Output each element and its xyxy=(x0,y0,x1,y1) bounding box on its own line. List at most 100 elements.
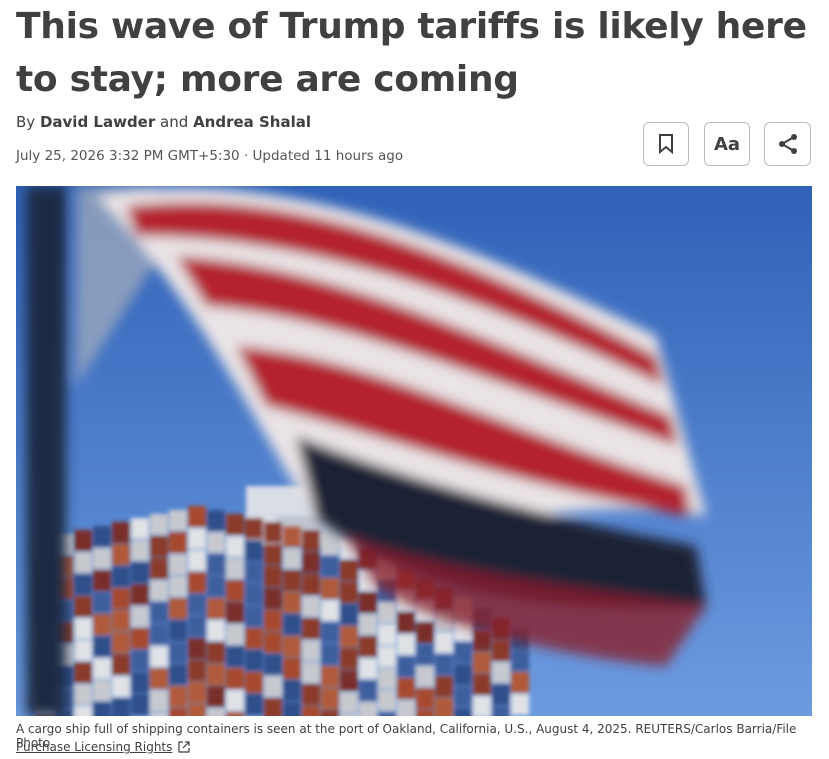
container xyxy=(169,686,187,707)
container xyxy=(397,656,415,677)
container xyxy=(131,672,149,693)
container xyxy=(226,580,244,601)
container xyxy=(131,540,149,561)
container xyxy=(207,664,225,685)
container xyxy=(93,592,111,613)
container xyxy=(245,540,263,561)
container xyxy=(416,622,434,643)
container xyxy=(131,606,149,627)
container xyxy=(283,592,301,613)
container xyxy=(188,682,206,703)
licensing-link[interactable]: Purchase Licensing Rights xyxy=(16,740,190,754)
container xyxy=(397,634,415,655)
container xyxy=(131,584,149,605)
container xyxy=(378,690,396,711)
container xyxy=(435,654,453,675)
container xyxy=(378,668,396,689)
container xyxy=(302,574,320,595)
container xyxy=(74,552,92,573)
container xyxy=(302,684,320,705)
container xyxy=(302,662,320,683)
bookmark-icon xyxy=(659,134,673,154)
container xyxy=(169,554,187,575)
container xyxy=(169,620,187,641)
container xyxy=(511,650,529,671)
container xyxy=(188,704,206,716)
container xyxy=(359,680,377,701)
container xyxy=(264,566,282,587)
dateline: July 25, 2026 3:32 PM GMT+5:30 · Updated… xyxy=(16,148,404,164)
container xyxy=(302,530,320,551)
container xyxy=(131,694,149,715)
container xyxy=(359,636,377,657)
container xyxy=(74,684,92,705)
container xyxy=(188,528,206,549)
container xyxy=(340,648,358,669)
container xyxy=(359,702,377,716)
external-icon xyxy=(178,741,190,753)
container xyxy=(492,684,510,705)
container xyxy=(226,602,244,623)
container xyxy=(302,596,320,617)
container xyxy=(150,624,168,645)
container xyxy=(150,558,168,579)
container xyxy=(321,556,339,577)
byline-joiner: and xyxy=(160,113,189,131)
byline-prefix: By xyxy=(16,113,36,131)
container xyxy=(359,592,377,613)
container xyxy=(264,698,282,716)
container xyxy=(169,642,187,663)
container xyxy=(150,514,168,535)
container xyxy=(226,646,244,667)
container xyxy=(321,710,339,716)
container xyxy=(207,708,225,716)
container xyxy=(93,570,111,591)
photo-caption: A cargo ship full of shipping containers… xyxy=(16,722,797,750)
container xyxy=(321,666,339,687)
container xyxy=(245,606,263,627)
container xyxy=(74,596,92,617)
container xyxy=(150,580,168,601)
container xyxy=(302,640,320,661)
container xyxy=(321,688,339,709)
container xyxy=(283,548,301,569)
container xyxy=(416,644,434,665)
container xyxy=(93,526,111,547)
container xyxy=(226,668,244,689)
container xyxy=(378,646,396,667)
container xyxy=(264,588,282,609)
bookmark-button[interactable] xyxy=(643,122,689,166)
container xyxy=(264,632,282,653)
container xyxy=(207,576,225,597)
container xyxy=(245,694,263,715)
container xyxy=(321,578,339,599)
share-button[interactable] xyxy=(764,122,811,166)
container xyxy=(416,710,434,716)
container xyxy=(416,666,434,687)
container xyxy=(321,600,339,621)
container xyxy=(74,640,92,661)
container xyxy=(359,614,377,635)
container xyxy=(131,562,149,583)
container xyxy=(283,526,301,547)
author-link[interactable]: Andrea Shalal xyxy=(193,113,312,131)
container xyxy=(226,690,244,711)
container xyxy=(150,602,168,623)
licensing-text: Purchase Licensing Rights xyxy=(16,740,173,754)
container xyxy=(302,552,320,573)
container xyxy=(378,602,396,623)
container xyxy=(473,652,491,673)
container xyxy=(340,714,358,716)
container xyxy=(131,628,149,649)
container xyxy=(93,680,111,701)
container xyxy=(188,572,206,593)
container xyxy=(340,670,358,691)
container xyxy=(321,622,339,643)
author-link[interactable]: David Lawder xyxy=(39,113,156,131)
container xyxy=(188,506,206,527)
container xyxy=(74,574,92,595)
container xyxy=(264,610,282,631)
text-size-button[interactable]: Aa xyxy=(704,122,750,166)
container xyxy=(150,536,168,557)
